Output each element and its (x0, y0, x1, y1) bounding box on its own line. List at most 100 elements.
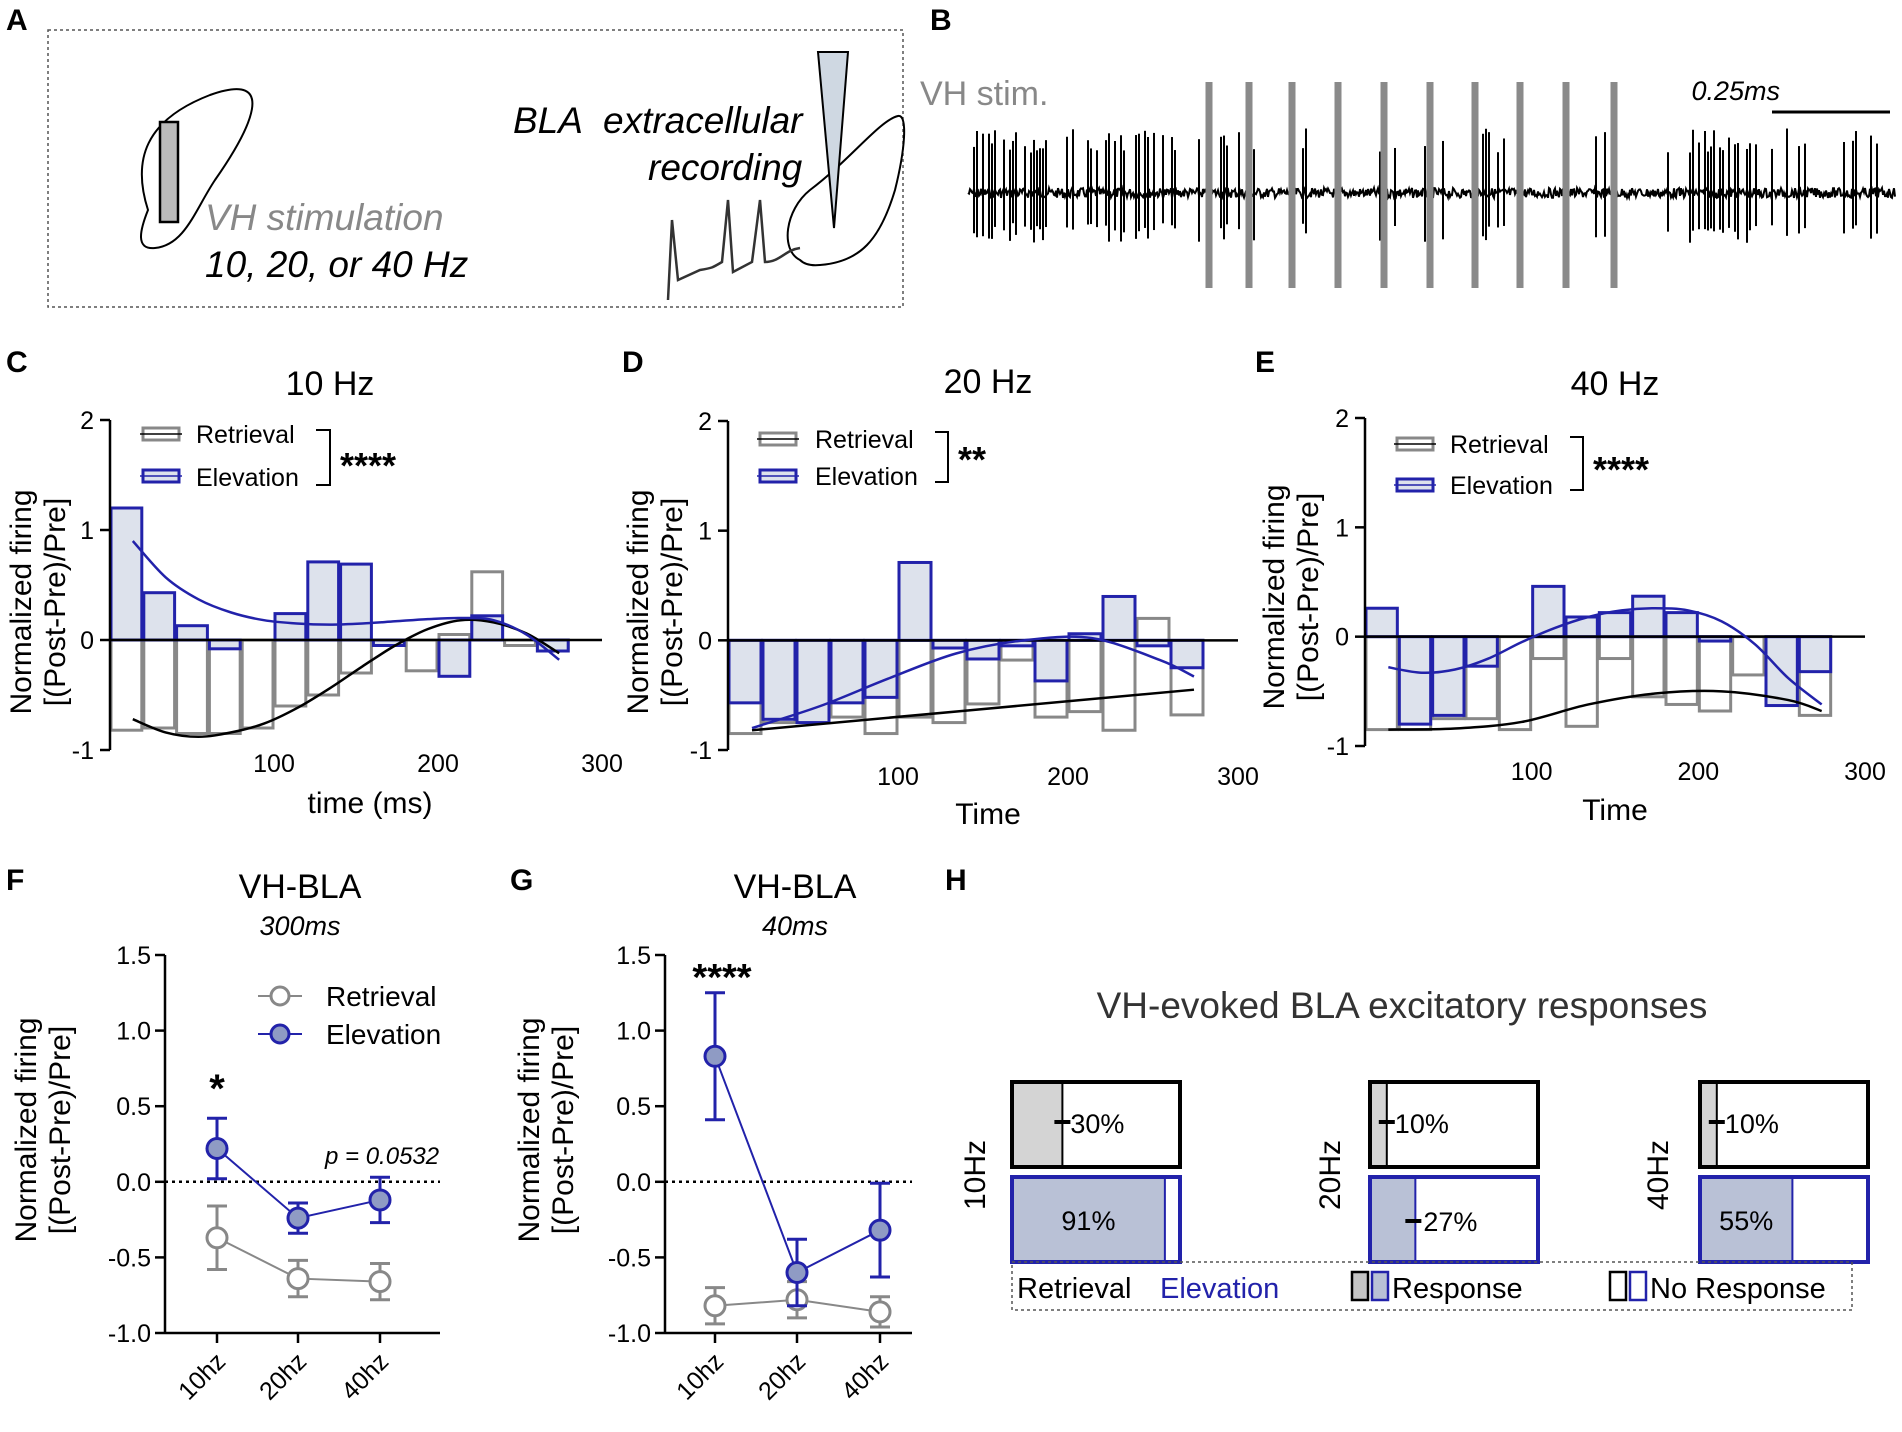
legend-label-retrieval: Retrieval (196, 421, 295, 449)
legend-label-elevation: Elevation (196, 464, 299, 492)
y-axis-label-f: Normalized firing [(Post-Pre)/Pre] (10, 1017, 77, 1242)
x-axis-label-e: Time (1582, 794, 1648, 827)
y-tick-label: 2 (80, 407, 94, 435)
chart-title-c: 10 Hz (286, 365, 375, 403)
x-tick-label: 100 (877, 763, 919, 791)
bar-retrieval (240, 638, 275, 730)
x-tick-label: 20hz (753, 1347, 811, 1405)
y-tick-label: -0.5 (608, 1244, 651, 1272)
x-tick-label: 300 (1844, 758, 1886, 786)
retrieval-response-fill (1370, 1082, 1387, 1167)
legend-d: Retrieval Elevation ** (757, 426, 986, 491)
significance-stars-d: ** (958, 439, 986, 480)
bar-retrieval (1631, 635, 1666, 699)
x-tick-label: 200 (417, 750, 459, 778)
panel-label-a: A (6, 4, 28, 37)
x-tick-label: 10hz (173, 1347, 231, 1405)
chart-title-e: 40 Hz (1571, 365, 1660, 403)
data-point-retrieval (868, 1300, 892, 1324)
bar-elevation (795, 638, 831, 725)
response-boxes: 10Hz 30% 91% 20Hz 10% 27% 40Hz 10% 55% (959, 1080, 1870, 1264)
significance-star-f: * (209, 1067, 225, 1111)
panel-h: H VH-evoked BLA excitatory responses 10H… (945, 864, 1870, 1311)
panel-f: F VH-BLA 300ms Normalized firing [(Post-… (6, 864, 441, 1406)
legend-label-elevation: Elevation (815, 463, 918, 491)
bar-retrieval (207, 638, 242, 735)
chart-subtitle-f: 300ms (259, 911, 340, 941)
data-point-elevation (368, 1188, 392, 1212)
fit-curve-retrieval (132, 618, 560, 739)
y-tick-label: 1.0 (116, 1018, 151, 1046)
y-axis-label-d: Normalized firing [(Post-Pre)/Pre] (622, 489, 689, 714)
elevation-response-fill (1700, 1177, 1793, 1262)
bar-elevation (1101, 594, 1137, 642)
bla-region-outline (786, 115, 906, 267)
data-point-retrieval (286, 1267, 310, 1291)
chart-title-f: VH-BLA (239, 868, 362, 906)
y-tick-label: 0 (698, 627, 712, 655)
bar-retrieval (1664, 635, 1699, 706)
panel-g: G VH-BLA 40ms Normalized firing [(Post-P… (510, 864, 912, 1406)
bar-retrieval (175, 638, 209, 735)
extracellular-label: extracellular (603, 100, 804, 141)
y-tick-label: 2 (1335, 405, 1349, 433)
x-tick-label: 20hz (254, 1347, 312, 1405)
x-tick-label: 100 (1511, 758, 1553, 786)
bar-elevation (727, 638, 763, 705)
retrieval-response-fill (1700, 1082, 1717, 1167)
scale-bar-label: 0.25ms (1691, 76, 1780, 106)
elevation-percent-label: 55% (1719, 1206, 1773, 1236)
line-plot-g: -1.0 -0.5 0.0 0.5 1.0 1.5 10hz 20hz 40hz (608, 942, 912, 1406)
y-label-line2: [(Post-Pre)/Pre] (39, 498, 72, 706)
y-label-line1: Normalized firing (5, 489, 38, 714)
y-tick-label: 0 (80, 627, 94, 655)
significance-stars-g: **** (692, 957, 751, 999)
fit-curve-retrieval (751, 688, 1195, 732)
bar-retrieval (1564, 635, 1599, 728)
bar-retrieval (109, 638, 144, 732)
y-tick-label: 1 (80, 517, 94, 545)
legend-swatch-retrieval-noresponse (1608, 1270, 1628, 1302)
y-axis-label-g: Normalized firing [(Post-Pre)/Pre] (513, 1017, 580, 1242)
data-point-elevation (703, 1044, 727, 1068)
bar-elevation (142, 591, 177, 642)
y-tick-label: -1.0 (108, 1320, 151, 1348)
legend-label-retrieval: Retrieval (1450, 431, 1549, 459)
vh-region-outline (140, 88, 254, 250)
x-tick-label: 300 (581, 750, 623, 778)
recording-label: recording (648, 147, 803, 188)
legend-label-elevation: Elevation (1450, 472, 1553, 500)
y-tick-label: -1 (690, 737, 712, 765)
y-tick-label: 0.5 (116, 1093, 151, 1121)
schematic-frame (47, 29, 904, 308)
extracellular-trace (967, 128, 1896, 243)
panel-label-g: G (510, 864, 533, 897)
panel-label-b: B (930, 4, 952, 37)
fit-curve-elevation (131, 540, 560, 661)
bar-elevation (1597, 611, 1633, 639)
bar-retrieval (1135, 616, 1171, 642)
bar-elevation (339, 562, 373, 642)
line-plot-f: -1.0 -0.5 0.0 0.5 1.0 1.5 10hz 20hz 40hz (108, 942, 440, 1406)
bar-elevation (109, 506, 144, 642)
legend-swatch-retrieval-response (1350, 1270, 1370, 1302)
p-value-label: p = 0.0532 (324, 1143, 439, 1170)
bar-retrieval (404, 638, 439, 673)
retrieval-box (1368, 1080, 1540, 1169)
bar-retrieval (1531, 635, 1566, 661)
bar-elevation (1431, 635, 1466, 717)
chart-title-g: VH-BLA (734, 868, 857, 906)
bar-retrieval (1364, 635, 1399, 732)
y-tick-label: 1.5 (616, 942, 651, 970)
data-point-retrieval (368, 1270, 392, 1294)
x-axis-label-c: time (ms) (308, 787, 433, 820)
significance-stars-e: **** (1593, 449, 1649, 490)
legend-c: Retrieval Elevation **** (140, 421, 396, 492)
retrieval-percent-label: 10% (1395, 1109, 1449, 1139)
x-tick-label: 100 (253, 750, 295, 778)
vh-stim-label: VH stim. (920, 75, 1048, 113)
elevation-percent-label: 27% (1423, 1207, 1477, 1237)
data-point-elevation (205, 1137, 229, 1161)
elevation-box (1698, 1175, 1870, 1264)
y-tick-label: 1.5 (116, 942, 151, 970)
